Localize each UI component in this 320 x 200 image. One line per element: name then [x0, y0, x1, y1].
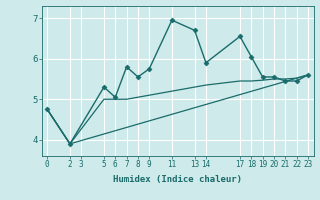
X-axis label: Humidex (Indice chaleur): Humidex (Indice chaleur): [113, 175, 242, 184]
